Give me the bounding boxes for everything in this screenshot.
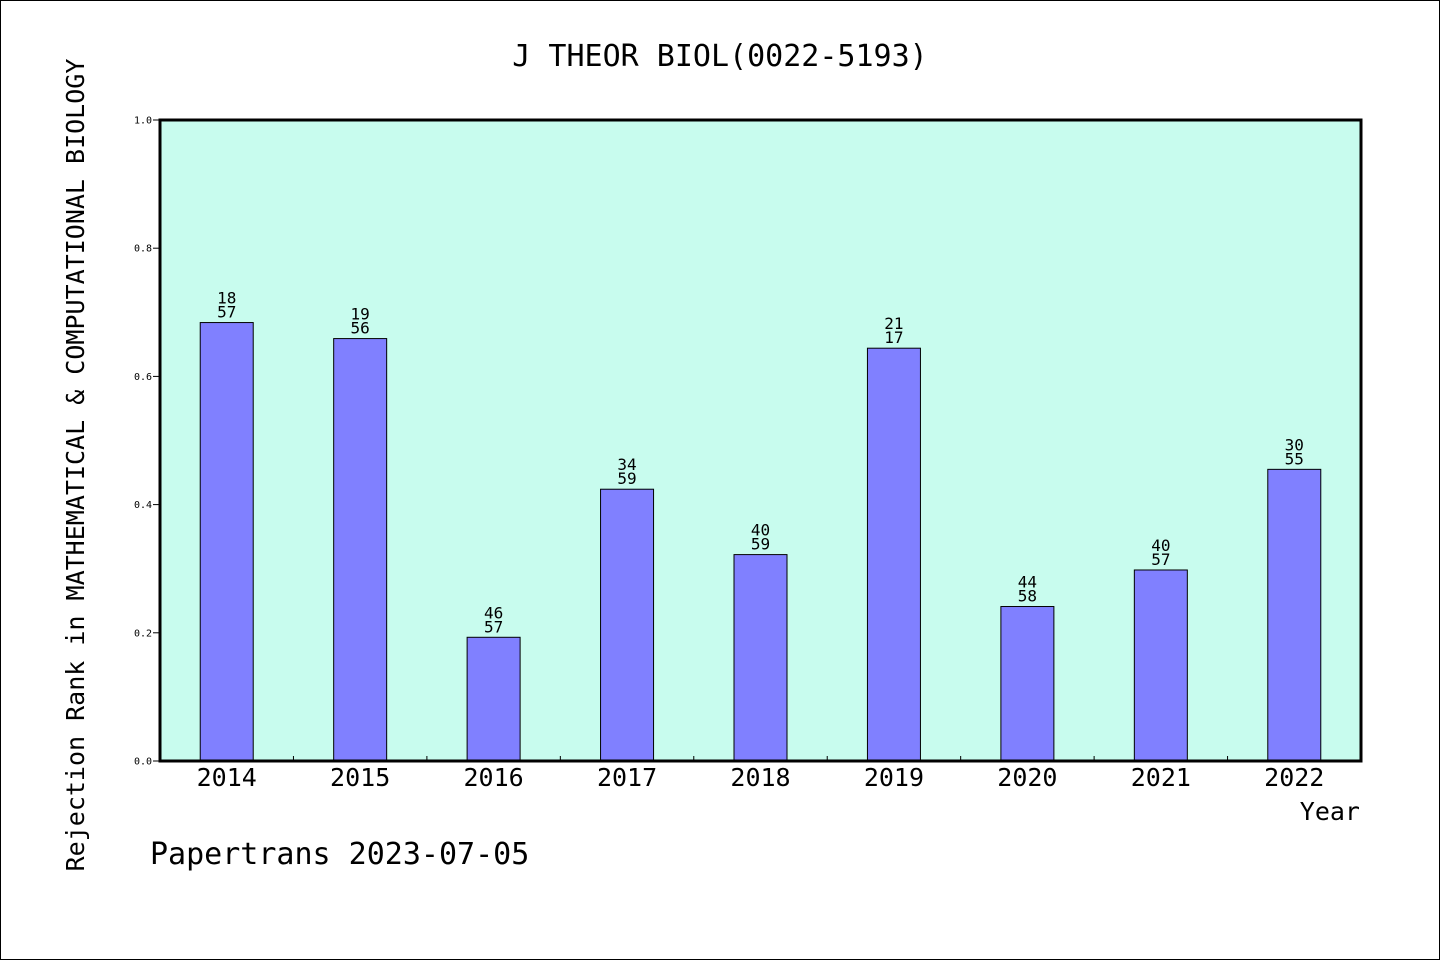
x-tick-label: 2022 [1264,763,1324,792]
data-label-bottom: 57 [484,617,503,636]
data-label-top: 21 [884,314,903,333]
data-label-top: 44 [1018,573,1037,592]
x-axis: 2014 2015 2016 2017 2018 2019 2020 2021 2022 [197,756,1324,792]
bar-2019 [866,347,921,762]
x-tick-label: 2014 [197,763,257,792]
footer-credit: Papertrans 2023-07-05 [150,837,529,872]
x-tick-label: 2018 [730,763,790,792]
data-label-top: 30 [1285,435,1304,454]
data-label-bottom: 56 [351,319,370,338]
y-tick-label: 0.2 [134,628,152,639]
y-tick-label: 0.0 [134,757,152,768]
x-tick-label: 2015 [330,763,390,792]
data-label-top: 34 [617,455,636,474]
bar-2020 [1000,606,1055,762]
x-tick-label: 2016 [464,763,524,792]
bar-2017 [600,488,655,762]
data-label-top: 40 [1151,536,1170,555]
data-label-bottom: 55 [1285,449,1304,468]
x-tick-label: 2019 [864,763,924,792]
bar-2014 [199,322,254,762]
bar-2022 [1267,468,1322,762]
data-label-bottom: 17 [884,328,903,347]
x-tick-label: 2021 [1131,763,1191,792]
x-tick-label: 2017 [597,763,657,792]
chart-title: J THEOR BIOL(0022-5193) [512,39,927,74]
data-label-top: 18 [217,289,236,308]
bar-2021 [1133,569,1188,762]
bar-2018 [733,554,788,762]
data-label-top: 46 [484,603,503,622]
y-tick-label: 0.4 [134,500,152,511]
plot-frame [158,118,1363,763]
data-label-bottom: 57 [217,303,236,322]
y-tick-label: 1.0 [134,116,152,127]
y-axis-label: Rejection Rank in MATHEMATICAL & COMPUTA… [61,59,90,872]
y-tick-label: 0.6 [134,372,152,383]
data-label-top: 19 [351,305,370,324]
y-tick-label: 0.8 [134,244,152,255]
data-label-bottom: 58 [1018,587,1037,606]
data-label-bottom: 59 [751,535,770,554]
data-label-bottom: 59 [617,469,636,488]
data-label-bottom: 57 [1151,550,1170,569]
x-tick-label: 2020 [997,763,1057,792]
data-label-top: 40 [751,521,770,540]
bar-2016 [466,636,521,762]
bar-2015 [333,338,388,762]
x-axis-label: Year [1300,797,1360,826]
